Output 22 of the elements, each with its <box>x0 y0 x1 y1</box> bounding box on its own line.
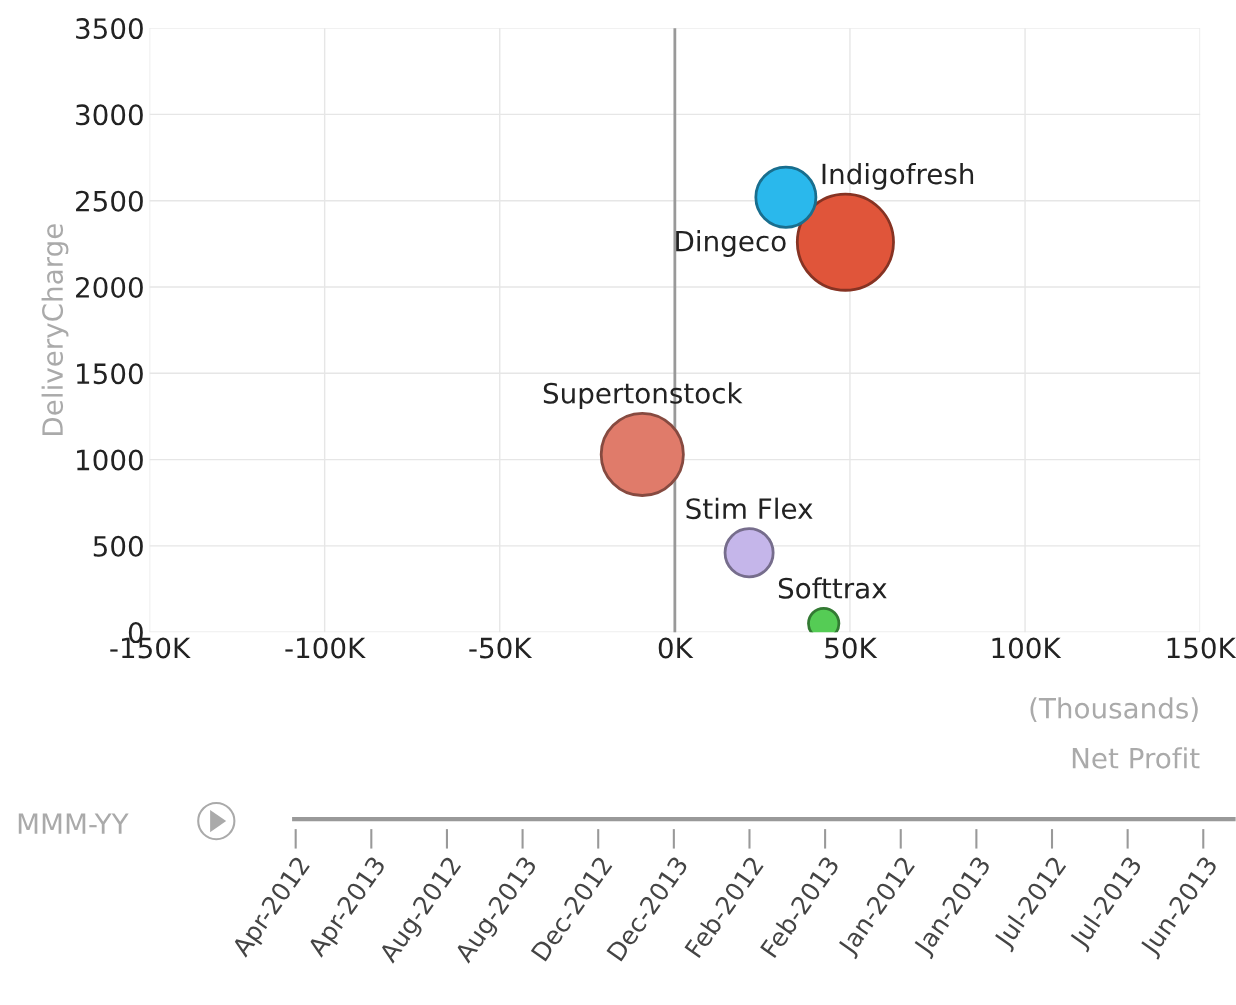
y-tick-label: 500 <box>93 535 143 557</box>
series-label: Supertonstock <box>543 382 743 410</box>
y-tick-label: 3000 <box>76 104 143 126</box>
x-tick-label: 150K <box>1167 637 1236 659</box>
x-tick-label: 0K <box>658 637 694 659</box>
x-tick-label: -100K <box>285 637 366 659</box>
series-label: Dingeco <box>676 230 786 257</box>
text: (Thousands) <box>1030 697 1198 722</box>
y-tick-label: 1500 <box>77 363 143 385</box>
y-tick-label: 2500 <box>76 190 143 212</box>
y-axis-title: DeliveryCharge <box>41 224 69 435</box>
series-label: Stim Flex <box>686 497 813 520</box>
y-tick-label: 2000 <box>76 276 143 298</box>
series-label: Softtrax <box>778 577 887 599</box>
y-tick-label: 1000 <box>77 449 143 471</box>
x-tick-label: 100K <box>992 637 1062 659</box>
x-tick-label: -50K <box>469 637 533 659</box>
series-label: Indigofresh <box>822 162 974 190</box>
x-axis-title: Net Profit <box>1072 747 1200 769</box>
text: MMM-YY <box>18 813 129 834</box>
y-tick-label: 3500 <box>76 18 143 40</box>
x-tick-label: 50K <box>825 637 878 659</box>
